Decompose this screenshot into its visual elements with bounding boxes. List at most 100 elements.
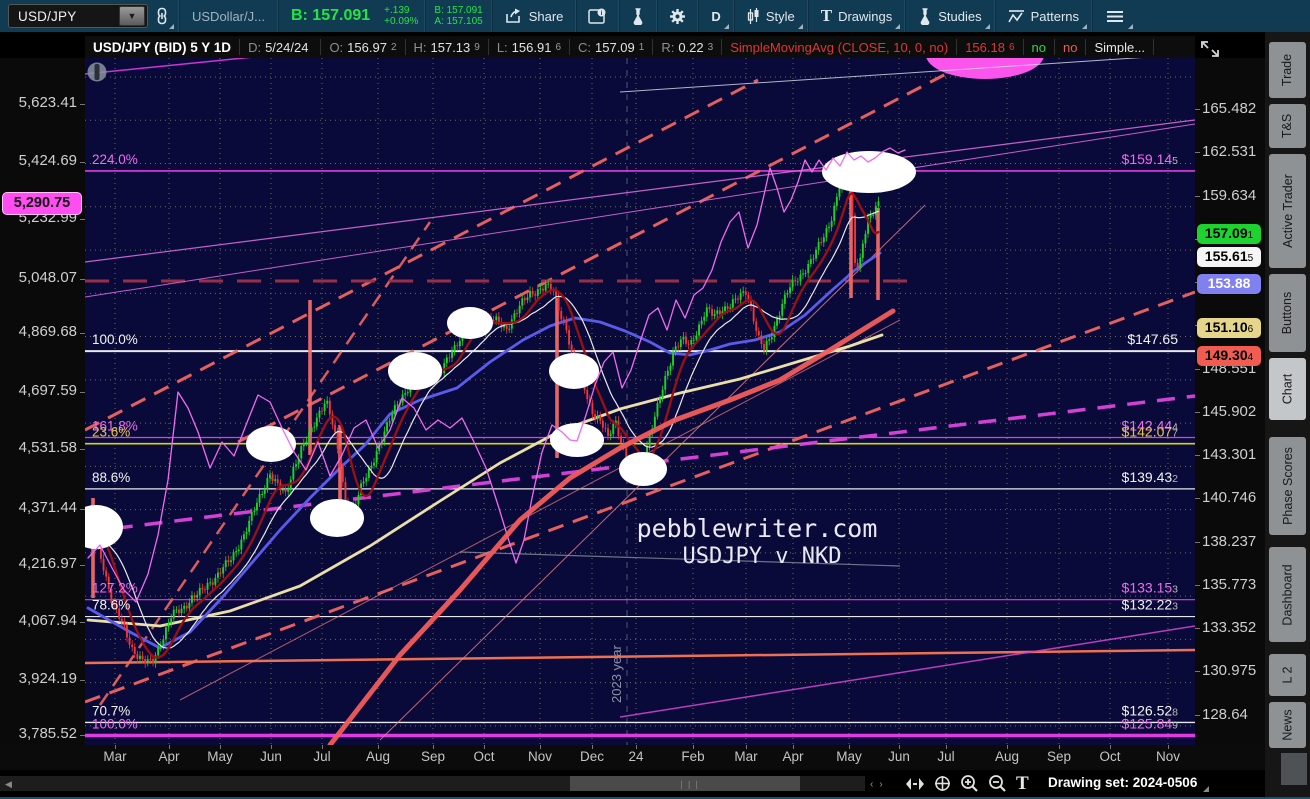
scrollbar-grip-icon: ❘❘❘ [678,780,702,789]
right-axis-label: 138.237 [1202,532,1257,550]
zoom-out-icon[interactable] [988,774,1007,793]
ohlc-field: L: 156.91 6 [489,39,570,55]
time-axis-label: Sep [420,749,446,764]
sidebar-tab-trade[interactable]: Trade [1269,42,1306,98]
time-axis-label: Apr [782,749,804,764]
chart-menu-button[interactable] [1095,0,1135,32]
left-axis-label: 5,424.69 [18,152,77,169]
left-axis-label: 4,067.94 [18,612,77,629]
patterns-button[interactable]: Patterns [998,0,1089,32]
chart-area: USD/JPY (BID) 5 Y 1D D: 5/24/24 O: 156.97 2 H… [0,32,1265,771]
left-axis-label: 5,048.07 [18,269,77,286]
price-bubble: 157.091 [1197,224,1261,245]
left-axis-label: 4,216.97 [18,555,77,572]
time-axis-label: Jun [260,749,282,764]
sidebar-tab-news[interactable]: News [1269,702,1306,748]
symbol-dropdown-button[interactable]: ▼ [119,6,145,26]
svg-text:100.0%: 100.0% [92,716,138,731]
pan-horizontal-icon[interactable] [905,777,925,791]
ohlc-field: R: 0.22 3 [653,39,723,55]
svg-text:$142.077: $142.077 [1122,424,1179,440]
sidebar-tab-l-2[interactable]: L 2 [1269,654,1306,696]
svg-text:70.7%: 70.7% [92,703,130,718]
flask-icon [920,7,930,25]
share-label: Share [528,8,564,24]
study-more[interactable]: Simple... [1086,39,1155,55]
left-price-axis[interactable]: 5,623.41 5,424.69 5,232.99 5,048.07 4,86… [0,58,85,745]
symbol-input[interactable]: USD/JPY ▼ [8,4,148,28]
status-bar: ◀ ❘❘❘ ‹› T [0,770,1265,797]
svg-text:100.0%: 100.0% [92,332,138,347]
style-button[interactable]: Style [737,0,805,32]
ohlc-field: O: 156.97 2 [321,39,406,55]
time-axis-label: Aug [994,749,1020,764]
left-axis-label: 3,785.52 [18,725,77,742]
link-icon [157,7,167,25]
horizontal-scrollbar-thumb[interactable]: ❘❘❘ [570,776,800,791]
right-axis-label: 135.773 [1202,575,1257,593]
sidebar-tab-chart[interactable]: Chart [1269,358,1306,420]
study-flag-2: no [1055,39,1087,55]
flask-icon [634,7,643,25]
svg-text:$147.65: $147.65 [1127,331,1178,347]
settings-button[interactable] [660,0,695,32]
study-label[interactable]: SimpleMovingAvg (CLOSE, 10, 0, no) [722,39,958,55]
drawing-set-selector[interactable]: Drawing set: 2024-0506 [1048,775,1210,792]
pager-arrows[interactable]: ‹› [870,779,889,790]
sidebar-scroll-chunk[interactable] [1281,753,1307,785]
svg-text:$133.153: $133.153 [1122,580,1179,596]
gear-icon [670,8,686,24]
left-axis-label: 5,623.41 [18,94,77,111]
chart-info-button[interactable]: i [579,0,616,32]
onDemand-button[interactable] [622,0,654,32]
move-crosshair-icon[interactable] [934,775,951,792]
ask-value: A: 157.105 [434,16,483,27]
sidebar-tab-active-trader[interactable]: Active Trader [1269,154,1306,268]
svg-text:i: i [601,10,603,17]
link-chart-button[interactable] [148,0,176,32]
right-sidebar: Trade T&S Active Trader Buttons Chart Phase S… [1265,32,1310,799]
svg-text:88.6%: 88.6% [92,470,130,485]
time-axis-label: Feb [681,749,705,764]
time-axis-label: Mar [734,749,758,764]
drawings-button[interactable]: T Drawings [811,0,903,32]
style-label: Style [765,8,795,24]
text-tool-icon[interactable]: T [1016,772,1029,794]
svg-text:161.8%: 161.8% [92,418,138,433]
share-icon [505,8,520,23]
left-axis-price-bubble: 5,290.75 [2,192,82,215]
sidebar-tab-buttons[interactable]: Buttons [1269,274,1306,352]
price-bubble: 151.106 [1197,317,1261,338]
price-bubble: 155.615 [1197,246,1261,267]
svg-text:$139.432: $139.432 [1122,469,1179,485]
hamburger-menu-icon [1107,10,1124,22]
svg-text:$125.849: $125.849 [1122,715,1179,731]
ohlc-field: D: 5/24/24 [240,39,322,55]
chart-plot[interactable]: 2023 year 224.0% 100.0% 161.8%23.6% 88.6% 127… [85,58,1195,745]
timeframe-button[interactable]: D [701,0,730,32]
symbol-value[interactable]: USD/JPY [18,8,77,24]
sidebar-tab-dashboard[interactable]: Dashboard [1269,547,1306,642]
share-button[interactable]: Share [495,0,574,32]
svg-text:$142.444: $142.444 [1122,417,1179,433]
time-axis-label: May [836,749,862,764]
sidebar-tab-phase-scores[interactable]: Phase Scores [1269,437,1306,535]
patterns-label: Patterns [1030,8,1080,24]
time-axis-label: May [207,749,233,764]
text-T-icon: T [820,6,833,25]
time-axis-label: Jun [888,749,910,764]
right-axis-label: 140.746 [1202,489,1257,507]
scroll-left-arrow-icon[interactable]: ◀ [5,779,12,789]
time-axis-label: Nov [1155,749,1180,764]
time-axis-label: Oct [1099,749,1121,764]
time-axis-label: Dec [579,749,604,764]
time-axis[interactable]: Mar Apr May Jun Jul Aug Sep Oct Nov Dec … [0,745,1265,771]
bid-value: B: 157.091 [434,5,483,16]
expand-chart-icon[interactable] [1200,40,1220,58]
right-price-axis[interactable]: 165.482 162.531 159.634 156.786 153.988 … [1195,58,1265,766]
studies-button[interactable]: Studies [908,0,991,32]
price-change: +.139 +0.09% [380,0,422,32]
bid-price-large: B: 157.091 [290,7,371,24]
sidebar-tab-t-s[interactable]: T&S [1269,104,1306,148]
zoom-in-icon[interactable] [960,774,979,793]
